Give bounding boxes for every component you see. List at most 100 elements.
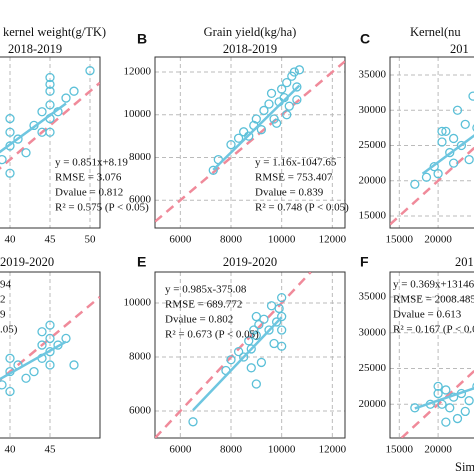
point: [271, 118, 282, 128]
one-to-one-line: [0, 81, 100, 170]
annotation: R² = 0.673 (P < 0.05): [165, 329, 259, 341]
point: [277, 341, 287, 351]
plot-area: [400, 369, 474, 438]
point: [456, 140, 467, 151]
point: [239, 352, 249, 362]
point: [266, 88, 277, 98]
point: [441, 126, 451, 137]
chart-subtitle: 201: [450, 42, 469, 56]
chart-subtitle: 2018-2019: [8, 42, 62, 56]
y-tick-label: 8000: [129, 351, 152, 363]
annotation: RMSE = 753.407: [255, 172, 333, 184]
point: [256, 357, 267, 368]
annotation: Dvalue = 0.812: [55, 187, 123, 199]
chart-subtitle: 2019: [455, 255, 474, 269]
panel-label: C: [360, 31, 370, 47]
point: [277, 325, 287, 335]
point: [233, 346, 244, 357]
point: [277, 311, 287, 322]
y-tick-label: 6000: [129, 194, 152, 206]
annotation: Dvalue = 0.839: [255, 187, 324, 199]
point: [289, 67, 299, 77]
point: [13, 134, 23, 144]
point: [277, 84, 287, 94]
point: [251, 311, 261, 322]
x-tick-label: 20000: [424, 234, 452, 246]
y-tick-label: 6000: [129, 405, 152, 417]
annotation: Dvalue = 0.802: [165, 314, 233, 326]
point: [85, 66, 95, 76]
point: [5, 353, 15, 363]
point: [445, 147, 455, 158]
fit-line: [421, 134, 474, 175]
fit-line: [414, 386, 474, 410]
panel-label: B: [137, 31, 147, 47]
one-to-one-line: [0, 295, 100, 382]
point: [45, 360, 55, 370]
point: [5, 127, 15, 137]
y-tick-label: 20000: [359, 398, 387, 410]
point: [251, 114, 261, 124]
x-tick-label: 20000: [424, 444, 452, 456]
one-to-one-line: [400, 369, 474, 438]
chart-title: Kernel(nu: [410, 25, 461, 39]
point: [208, 165, 218, 175]
point: [452, 413, 463, 424]
chart-subtitle: 2019-2020: [223, 255, 277, 269]
y-tick-label: 15000: [359, 210, 387, 222]
point: [256, 125, 267, 135]
point: [433, 169, 443, 179]
point: [284, 101, 294, 111]
plot-frame: [389, 56, 474, 229]
point: [188, 417, 198, 427]
annotation: R² = 0.575 (P < 0.05): [55, 202, 149, 214]
point: [244, 336, 254, 346]
point: [239, 127, 249, 137]
point: [45, 72, 55, 83]
point: [452, 105, 463, 115]
x-tick-label: 12000: [319, 444, 347, 456]
point: [437, 126, 447, 137]
point: [468, 91, 474, 101]
point: [37, 107, 47, 117]
x-tick-label: 40: [5, 234, 17, 246]
panel-label: E: [137, 254, 146, 270]
plot-frame: [389, 271, 474, 439]
annotation: R² = 0.748 (P < 0.05): [255, 202, 349, 214]
point: [464, 396, 474, 406]
point: [246, 344, 256, 354]
one-to-one-line: [390, 146, 474, 226]
y-tick-label: 25000: [359, 139, 387, 151]
y-tick-label: 25000: [359, 362, 387, 374]
point: [437, 137, 447, 147]
point: [5, 113, 15, 124]
point: [433, 388, 443, 399]
point: [421, 172, 432, 182]
annotation: RMSE = 2008.485: [393, 294, 474, 306]
fit-line: [192, 316, 283, 412]
annotation: y = 0.851x+8.19: [55, 157, 128, 169]
annotation: 94: [0, 279, 12, 291]
point: [69, 86, 79, 96]
point: [277, 292, 287, 303]
y-tick-label: 20000: [359, 174, 387, 186]
point: [37, 340, 47, 350]
point: [69, 360, 79, 370]
chart-title: kernel weight(g/TK): [3, 25, 106, 39]
point: [271, 317, 282, 327]
point: [464, 154, 474, 165]
point: [45, 320, 55, 330]
point: [45, 100, 55, 110]
point: [29, 366, 39, 377]
point: [282, 110, 292, 120]
annotation: y = 1.16x-1047.65: [255, 157, 337, 169]
annotation: 9: [0, 309, 6, 321]
point: [292, 95, 302, 105]
fit-line: [0, 102, 67, 154]
point: [441, 417, 451, 427]
point: [254, 319, 264, 330]
point: [460, 119, 470, 129]
y-tick-label: 8000: [129, 151, 152, 163]
point: [251, 330, 261, 341]
